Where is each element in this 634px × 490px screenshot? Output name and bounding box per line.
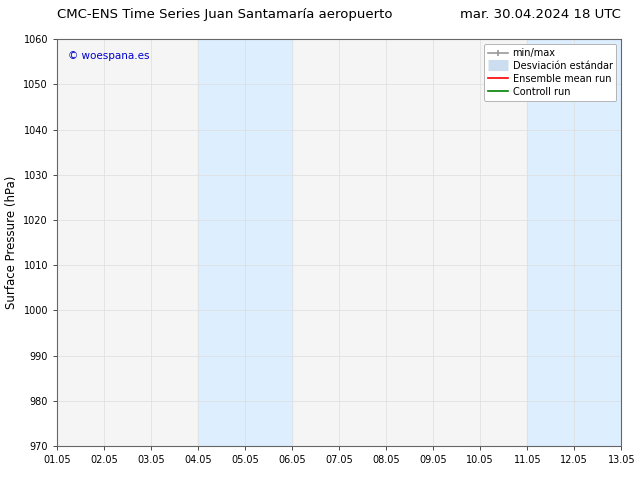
Bar [527, 39, 621, 446]
Text: CMC-ENS Time Series Juan Santamaría aeropuerto: CMC-ENS Time Series Juan Santamaría aero… [57, 8, 392, 21]
Text: mar. 30.04.2024 18 UTC: mar. 30.04.2024 18 UTC [460, 8, 621, 21]
Legend: min/max, Desviación estándar, Ensemble mean run, Controll run: min/max, Desviación estándar, Ensemble m… [484, 44, 616, 100]
Text: © woespana.es: © woespana.es [68, 51, 150, 61]
Bar [198, 39, 292, 446]
Y-axis label: Surface Pressure (hPa): Surface Pressure (hPa) [5, 176, 18, 309]
